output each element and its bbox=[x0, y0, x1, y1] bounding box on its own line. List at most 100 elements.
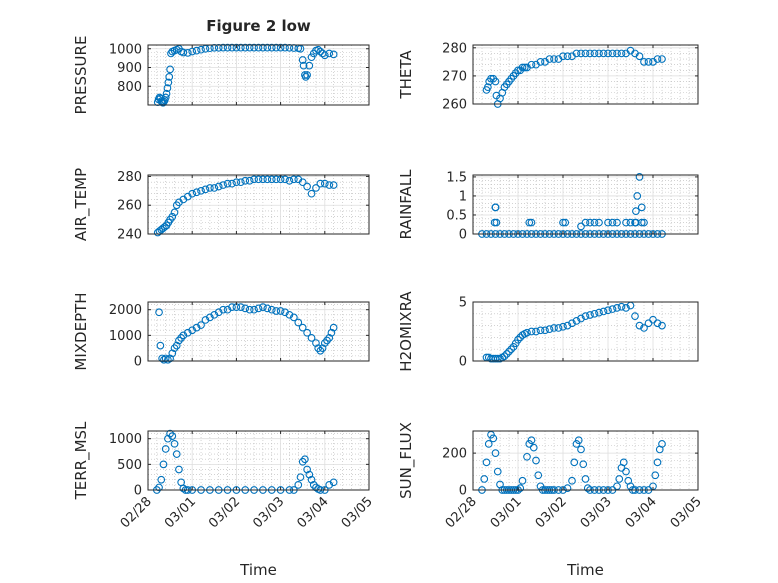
data-point bbox=[613, 49, 621, 58]
data-point bbox=[219, 305, 227, 314]
x-tick-label: 03/05 bbox=[668, 494, 705, 531]
subplot-sun-flux: 0 200 SUN_FLUX 02/28 03/01 03/02 03/03 03/04 03/… bbox=[397, 422, 705, 579]
data-point bbox=[635, 173, 644, 181]
minor-grid bbox=[148, 302, 369, 361]
data-point bbox=[529, 443, 538, 452]
data-point bbox=[170, 208, 179, 217]
y-tick-label: 1000 bbox=[109, 432, 142, 447]
data-point bbox=[303, 71, 311, 79]
data-point bbox=[622, 304, 630, 312]
x-tick-label: 03/03 bbox=[250, 494, 287, 531]
data-point bbox=[197, 45, 205, 54]
y-tick-label: 0 bbox=[459, 355, 467, 370]
data-point bbox=[527, 218, 536, 227]
data-point bbox=[491, 203, 500, 212]
y-axis-label: PRESSURE bbox=[72, 36, 90, 115]
data-point bbox=[640, 58, 648, 66]
data-point bbox=[250, 43, 258, 52]
data-point bbox=[617, 49, 626, 58]
subplot-air-temp: 240 260 280 AIR_TEMP bbox=[72, 168, 370, 243]
data-point bbox=[285, 310, 294, 319]
data-point bbox=[281, 308, 289, 317]
data-point bbox=[604, 306, 612, 315]
data-point bbox=[327, 328, 336, 337]
data-point bbox=[507, 345, 516, 354]
data-point bbox=[303, 465, 311, 474]
y-tick-label: 260 bbox=[117, 199, 142, 214]
data-point bbox=[489, 434, 498, 443]
data-point bbox=[168, 349, 177, 358]
data-point bbox=[545, 325, 554, 333]
y-tick-label: 1000 bbox=[109, 329, 142, 344]
data-point bbox=[177, 334, 185, 342]
minor-grid bbox=[148, 175, 369, 234]
data-point bbox=[232, 43, 241, 52]
subplot-mixdepth: 0 1000 2000 MIXDEPTH bbox=[72, 292, 370, 371]
data-point bbox=[595, 308, 603, 317]
data-point bbox=[527, 60, 536, 69]
data-point bbox=[626, 218, 635, 227]
data-point bbox=[608, 49, 617, 58]
y-tick-label: 1000 bbox=[109, 42, 142, 57]
data-point bbox=[320, 179, 329, 188]
data-point bbox=[301, 73, 310, 81]
data-point bbox=[574, 436, 583, 445]
axes-frame bbox=[472, 301, 699, 362]
data-point bbox=[613, 218, 621, 227]
data-point bbox=[161, 93, 170, 102]
data-point bbox=[615, 475, 624, 483]
data-point bbox=[590, 309, 599, 318]
data-point bbox=[586, 311, 594, 319]
data-point bbox=[570, 458, 579, 467]
data-point bbox=[316, 47, 325, 56]
data-series bbox=[155, 303, 338, 364]
axes-frame bbox=[147, 174, 370, 235]
data-point bbox=[188, 326, 197, 335]
data-point bbox=[568, 319, 576, 328]
subplot-theta: 260 270 280 THETA bbox=[397, 41, 699, 113]
data-point bbox=[581, 312, 590, 321]
data-point bbox=[632, 218, 640, 227]
data-point bbox=[166, 429, 174, 438]
y-tick-label: 500 bbox=[117, 458, 142, 473]
data-point bbox=[290, 175, 298, 184]
data-point bbox=[482, 458, 491, 467]
data-point bbox=[183, 328, 192, 337]
data-point bbox=[298, 56, 307, 64]
y-tick-label: 900 bbox=[117, 61, 142, 76]
data-point bbox=[581, 218, 590, 227]
x-tick-label: 03/04 bbox=[623, 494, 660, 531]
data-point bbox=[276, 307, 285, 315]
data-point bbox=[163, 84, 172, 92]
axes-frame bbox=[147, 301, 370, 362]
data-point bbox=[241, 304, 250, 313]
data-point bbox=[619, 458, 628, 467]
data-series bbox=[482, 46, 666, 108]
data-point bbox=[219, 43, 227, 52]
data-point bbox=[165, 73, 174, 81]
subplot-pressure: 800 900 1000 PRESSURE bbox=[72, 36, 370, 115]
data-point bbox=[604, 49, 612, 58]
y-tick-label: 260 bbox=[442, 98, 467, 113]
data-point bbox=[500, 352, 509, 361]
x-tick-label: 02/28 bbox=[118, 494, 155, 531]
figure-title: Figure 2 low bbox=[206, 17, 311, 35]
data-point bbox=[245, 305, 254, 314]
data-point bbox=[617, 302, 626, 311]
data-point bbox=[523, 328, 531, 337]
data-point bbox=[563, 484, 572, 493]
data-point bbox=[259, 43, 267, 52]
data-point bbox=[329, 323, 338, 332]
data-point bbox=[172, 450, 181, 458]
data-point bbox=[608, 218, 617, 227]
data-point bbox=[272, 307, 281, 315]
data-point bbox=[166, 354, 174, 363]
data-point bbox=[561, 218, 570, 227]
minor-grid bbox=[148, 45, 369, 105]
data-point bbox=[514, 335, 522, 344]
data-point bbox=[599, 49, 608, 58]
data-point bbox=[245, 43, 254, 52]
minor-grid bbox=[473, 45, 698, 104]
y-tick-label: 800 bbox=[117, 80, 142, 95]
data-point bbox=[241, 43, 250, 52]
